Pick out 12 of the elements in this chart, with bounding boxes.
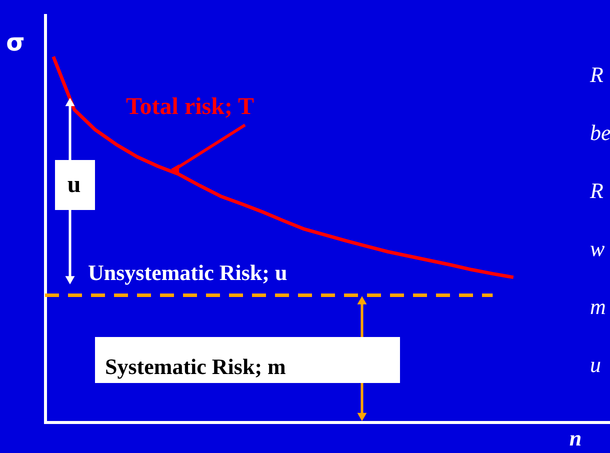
x-axis-title: n [569,426,582,450]
text: be [590,120,610,145]
text: m [590,294,606,319]
text: R [589,62,604,87]
series-label: Total risk; T [126,94,254,120]
text: R [589,178,604,203]
y-axis-title: σ [6,28,25,56]
annotation: Unsystematic Risk; u [88,260,288,286]
annotation: Systematic Risk; m [105,354,286,379]
annotation: u [67,172,81,198]
text: u [590,352,601,377]
text: w [590,236,605,261]
